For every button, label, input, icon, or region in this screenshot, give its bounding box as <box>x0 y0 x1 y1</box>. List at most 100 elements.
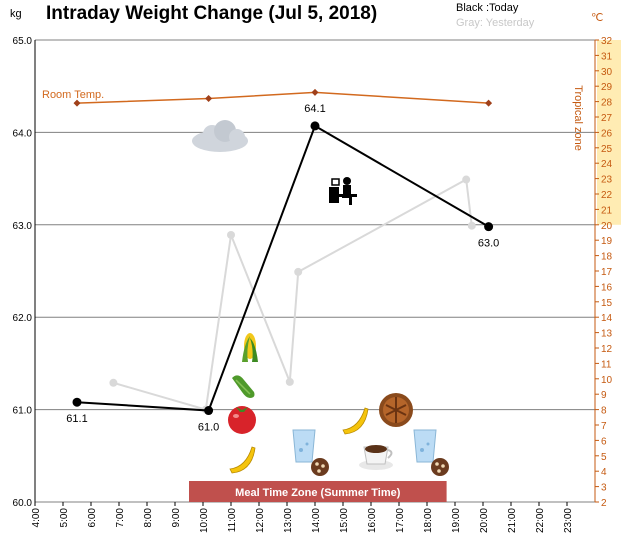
today-point <box>72 397 82 407</box>
yesterday-point <box>462 175 471 184</box>
y2-tick-label: 24 <box>601 159 613 170</box>
cucumber-icon <box>232 375 255 398</box>
x-tick-label: 6:00 <box>87 508 98 528</box>
y2-tick-label: 19 <box>601 236 613 247</box>
y-tick-label: 63.0 <box>13 221 33 232</box>
banana-icon <box>229 446 256 474</box>
x-tick-label: 4:00 <box>31 508 42 528</box>
x-tick-label: 14:00 <box>311 508 322 533</box>
x-tick-label: 8:00 <box>143 508 154 528</box>
room-temp-point <box>311 88 319 96</box>
tomato-icon <box>228 406 256 434</box>
room-temp-point <box>485 99 493 107</box>
x-tick-label: 7:00 <box>115 508 126 528</box>
y2-tick-label: 13 <box>601 329 613 340</box>
today-point <box>204 406 214 416</box>
y2-tick-label: 26 <box>601 128 613 139</box>
y2-unit-label: ℃ <box>591 12 603 24</box>
y-unit-label: kg <box>10 8 22 20</box>
water-glass-icon <box>413 429 437 463</box>
y2-tick-label: 3 <box>601 483 607 494</box>
x-tick-label: 13:00 <box>283 508 294 533</box>
y2-tick-label: 27 <box>601 113 613 124</box>
y-tick-label: 61.0 <box>13 406 33 417</box>
y2-tick-label: 16 <box>601 282 613 293</box>
yesterday-point <box>227 230 235 239</box>
y2-tick-label: 14 <box>601 313 613 324</box>
x-tick-label: 20:00 <box>479 508 490 533</box>
cookie-icon <box>431 458 449 476</box>
coffee-icon <box>359 445 393 470</box>
water-glass-icon <box>292 429 316 463</box>
room-temp-point <box>73 99 81 107</box>
y2-tick-label: 31 <box>601 51 613 62</box>
tropical-zone-band <box>597 40 621 225</box>
x-tick-label: 19:00 <box>451 508 462 533</box>
banana-icon <box>342 407 369 435</box>
y2-tick-label: 10 <box>601 375 613 386</box>
y2-tick-label: 28 <box>601 98 613 109</box>
x-tick-label: 23:00 <box>563 508 574 533</box>
y-tick-label: 65.0 <box>13 36 33 47</box>
today-data-label: 64.1 <box>304 103 325 115</box>
y2-tick-label: 8 <box>601 406 607 417</box>
y2-tick-label: 6 <box>601 436 607 447</box>
y2-tick-label: 23 <box>601 175 613 186</box>
y2-tick-label: 32 <box>601 36 613 47</box>
y2-tick-label: 18 <box>601 252 613 263</box>
y-tick-label: 60.0 <box>13 498 33 509</box>
y2-tick-label: 29 <box>601 82 613 93</box>
yesterday-point <box>285 377 294 386</box>
yesterday-point <box>467 221 476 230</box>
y2-tick-label: 22 <box>601 190 613 201</box>
y-tick-label: 64.0 <box>13 128 33 139</box>
x-tick-label: 5:00 <box>59 508 70 528</box>
today-data-label: 61.1 <box>66 413 87 425</box>
today-data-label: 61.0 <box>198 422 219 434</box>
chart-title: Intraday Weight Change (Jul 5, 2018) <box>46 3 377 24</box>
y-tick-label: 62.0 <box>13 313 33 324</box>
meal-time-zone-bar <box>189 481 447 502</box>
room-temp-point <box>205 95 213 103</box>
y2-tick-label: 5 <box>601 452 607 463</box>
today-line <box>76 124 490 412</box>
today-data-label: 63.0 <box>478 238 499 250</box>
y2-tick-label: 12 <box>601 344 613 355</box>
y2-tick-label: 7 <box>601 421 607 432</box>
desk-worker-icon <box>329 177 357 205</box>
x-tick-label: 16:00 <box>367 508 378 533</box>
meal-time-zone-label: Meal Time Zone (Summer Time) <box>235 487 401 499</box>
room-temp-label: Room Temp. <box>42 89 104 101</box>
legend-yesterday: Gray: Yesterday <box>456 17 535 29</box>
y2-tick-label: 25 <box>601 144 613 155</box>
x-tick-label: 17:00 <box>395 508 406 533</box>
room-temp-line <box>76 91 489 104</box>
y2-axis-label: Tropical zone <box>572 85 584 151</box>
y2-tick-label: 9 <box>601 390 607 401</box>
legend-today: Black :Today <box>456 2 519 14</box>
corn-icon <box>242 333 258 362</box>
yesterday-point <box>294 267 303 276</box>
today-point <box>484 222 494 232</box>
today-point <box>310 121 320 131</box>
x-tick-label: 11:00 <box>227 508 238 533</box>
y2-tick-label: 4 <box>601 467 607 478</box>
y2-tick-label: 17 <box>601 267 613 278</box>
x-tick-label: 21:00 <box>507 508 518 533</box>
y2-tick-label: 2 <box>601 498 607 509</box>
yesterday-line <box>113 177 473 411</box>
y2-tick-label: 11 <box>601 359 612 370</box>
cookie-icon <box>311 458 329 476</box>
pie-icon <box>379 393 413 427</box>
x-tick-label: 15:00 <box>339 508 350 533</box>
y2-tick-label: 20 <box>601 221 613 232</box>
y2-tick-label: 30 <box>601 67 613 78</box>
yesterday-point <box>109 378 118 387</box>
x-tick-label: 12:00 <box>255 508 266 533</box>
x-tick-label: 22:00 <box>535 508 546 533</box>
y2-tick-label: 15 <box>601 298 613 309</box>
x-tick-label: 9:00 <box>171 508 182 528</box>
x-tick-label: 18:00 <box>423 508 434 533</box>
x-tick-label: 10:00 <box>199 508 210 533</box>
